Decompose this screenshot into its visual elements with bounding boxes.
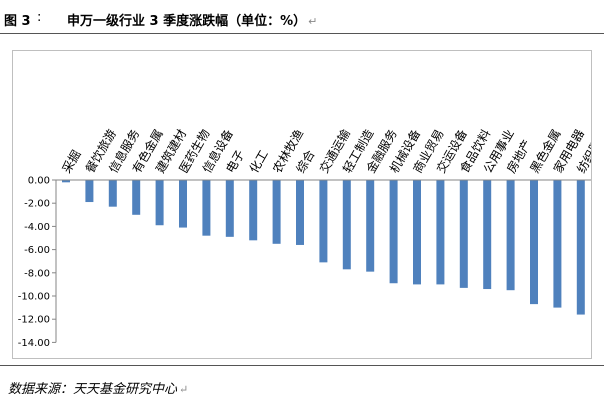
bar <box>319 180 328 263</box>
y-tick-label: -12.00 <box>18 315 50 326</box>
source-note: 数据来源：天天基金研究中心 ↵ <box>8 378 188 397</box>
bar <box>366 180 375 272</box>
top-rule <box>0 33 604 34</box>
bar <box>553 180 562 308</box>
figure-title-text: 申万一级行业 3 季度涨跌幅（单位：%） <box>67 14 307 29</box>
bar <box>342 180 351 270</box>
bar <box>459 180 468 288</box>
y-tick-label: 0.00 <box>28 176 50 187</box>
y-tick-label: -8.00 <box>24 268 50 279</box>
bar <box>576 180 585 315</box>
bar <box>272 180 281 244</box>
category-label: 综合 <box>293 147 318 175</box>
chart-frame: 0.00 -2.00 -4.00 -6.00 -8.00 -10.00 -12.00 -14.… <box>12 50 604 359</box>
bar <box>108 180 117 207</box>
figure-title: 申万一级行业 3 季度涨跌幅（单位：%） ↵ <box>67 10 317 29</box>
bar <box>530 180 538 305</box>
category-label: 化工 <box>247 148 271 176</box>
bar <box>202 180 211 236</box>
bottom-rule <box>0 365 604 366</box>
bar-chart: 0.00 -2.00 -4.00 -6.00 -8.00 -10.00 -12.00 -14.… <box>18 126 604 349</box>
y-tick-label: -14.00 <box>18 338 50 349</box>
paragraph-mark-icon: ↵ <box>308 15 318 28</box>
y-tick-label: -6.00 <box>24 245 50 256</box>
category-label: 采掘 <box>59 147 84 175</box>
bar <box>296 180 304 245</box>
y-tick-label: -4.00 <box>24 222 50 233</box>
bar <box>249 180 258 241</box>
category-label: 电子 <box>223 148 247 176</box>
bar <box>132 180 141 215</box>
figure-label-colon: : <box>37 10 42 25</box>
y-tick-label: -10.00 <box>18 292 50 303</box>
bar <box>389 180 398 284</box>
bar <box>62 180 70 183</box>
bar <box>155 180 164 226</box>
y-tick-label: -2.00 <box>24 199 50 210</box>
bar <box>483 180 492 290</box>
bar <box>436 180 445 285</box>
figure-header: 图 3 : 申万一级行业 3 季度涨跌幅（单位：%） ↵ <box>0 0 604 36</box>
bar <box>85 180 94 203</box>
bar <box>506 180 515 291</box>
source-text: 数据来源：天天基金研究中心 <box>8 382 178 397</box>
figure-label: 图 3 <box>4 14 31 29</box>
bar <box>413 180 421 285</box>
source-paragraph-mark-icon: ↵ <box>179 383 189 396</box>
bar <box>225 180 234 237</box>
bar <box>179 180 187 228</box>
